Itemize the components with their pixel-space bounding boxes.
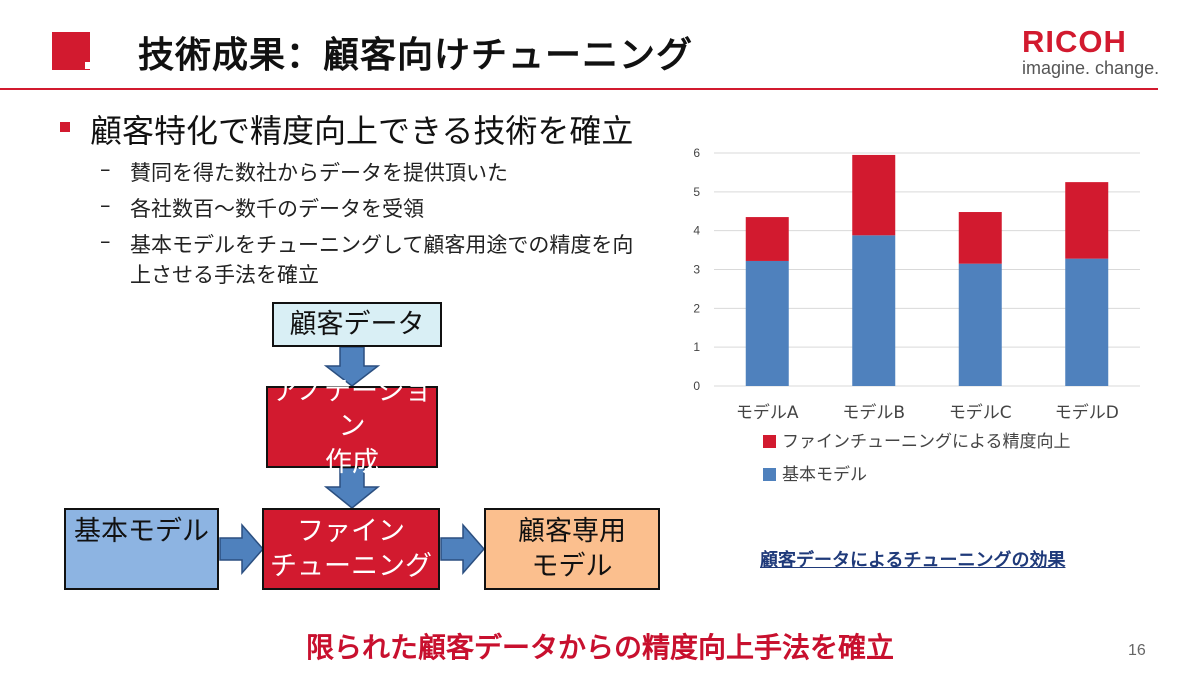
stacked-bar-chart: 0 1 2 3 4 5 6 モデルA モデルB モデルC モデルD ファインチューニングによる精度向上…: [693, 146, 1140, 485]
header-rule: [0, 88, 1158, 90]
x-tick-label: モデルA: [736, 402, 799, 423]
x-tick-label: モデルB: [842, 402, 905, 423]
logo-tagline: imagine. change.: [1022, 58, 1160, 78]
custom-model-label-line1: 顧客専用: [518, 515, 626, 547]
legend-label: ファインチューニングによる精度向上: [782, 432, 1071, 452]
y-tick-label: 6: [693, 146, 700, 160]
sub-bullet-2: 各社数百～数千のデータを受領: [130, 197, 424, 221]
ricoh-logo: RICOH: [1022, 24, 1127, 59]
fine-tuning-label-line1: ファイン: [297, 515, 405, 547]
annotation-box: アノテーション 作成: [266, 376, 438, 478]
main-bullet: 顧客特化で精度向上できる技術を確立: [90, 112, 634, 150]
customer-data-label: 顧客データ: [289, 308, 425, 340]
sub-bullet-dash: –: [100, 193, 111, 217]
bar-segment: [1065, 258, 1109, 386]
fine-tuning-box: ファイン チューニング: [262, 508, 440, 590]
bar-segment: [745, 217, 789, 261]
arrow-right-2: [440, 523, 485, 575]
arrow-right-1: [219, 523, 264, 575]
bar-segment: [958, 263, 1002, 386]
arrow-down-1: [323, 346, 381, 387]
bar-segment: [1065, 182, 1109, 259]
custom-model-label-line2: モデル: [531, 551, 613, 582]
sub-bullet-3: 基本モデルをチューニングして顧客用途での精度を向: [130, 233, 634, 257]
y-tick-label: 0: [693, 379, 700, 393]
sub-bullet-1: 賛同を得た数社からデータを提供頂いた: [130, 161, 508, 185]
annotation-label-line1: アノテーション: [272, 376, 432, 443]
y-tick-label: 4: [693, 224, 700, 238]
bullet-marker: [60, 122, 70, 132]
legend-label: 基本モデル: [782, 464, 867, 485]
bar-segment: [745, 260, 789, 386]
title-marker: [52, 32, 90, 70]
sub-bullet-dash: –: [100, 229, 111, 253]
bar-segment: [852, 154, 896, 236]
chart-caption: 顧客データによるチューニングの効果: [760, 550, 1066, 571]
arrow-down-2: [323, 467, 381, 509]
annotation-label-line2: 作成: [325, 446, 379, 478]
y-tick-label: 3: [693, 263, 700, 277]
y-tick-label: 5: [693, 185, 700, 199]
customer-data-box: 顧客データ: [272, 302, 442, 347]
base-model-box: 基本モデル: [64, 508, 219, 590]
bar-segment: [852, 235, 896, 386]
legend-swatch: [763, 435, 776, 448]
conclusion-note: 限られた顧客データからの精度向上手法を確立: [305, 631, 894, 664]
sub-bullet-dash: –: [100, 157, 111, 181]
sub-bullet-3-continued: 上させる手法を確立: [130, 263, 319, 287]
x-tick-label: モデルD: [1055, 402, 1119, 423]
custom-model-box: 顧客専用 モデル: [484, 508, 660, 590]
flow-arrows: [219, 346, 485, 575]
page-title: 技術成果：顧客向けチューニング: [138, 35, 694, 76]
base-model-label: 基本モデル: [74, 516, 209, 547]
fine-tuning-label-line2: チューニング: [270, 551, 432, 582]
bar-segment: [958, 212, 1002, 264]
page-number: 16: [1128, 642, 1146, 659]
x-tick-label: モデルC: [949, 402, 1012, 423]
y-tick-label: 1: [693, 340, 700, 354]
title-marker-notch: [85, 62, 91, 69]
legend-swatch: [763, 468, 776, 481]
y-tick-label: 2: [693, 301, 700, 315]
